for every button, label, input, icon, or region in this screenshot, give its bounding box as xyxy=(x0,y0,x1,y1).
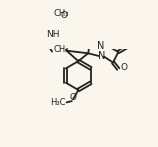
Text: N: N xyxy=(97,41,105,51)
Text: N: N xyxy=(98,51,105,61)
Text: O: O xyxy=(121,63,128,72)
Text: O: O xyxy=(70,93,77,102)
Text: CH₃: CH₃ xyxy=(53,9,69,18)
Text: NH: NH xyxy=(46,30,60,40)
Text: O: O xyxy=(61,11,67,20)
Text: CH₃: CH₃ xyxy=(53,45,69,54)
Text: H₃C: H₃C xyxy=(50,98,65,107)
